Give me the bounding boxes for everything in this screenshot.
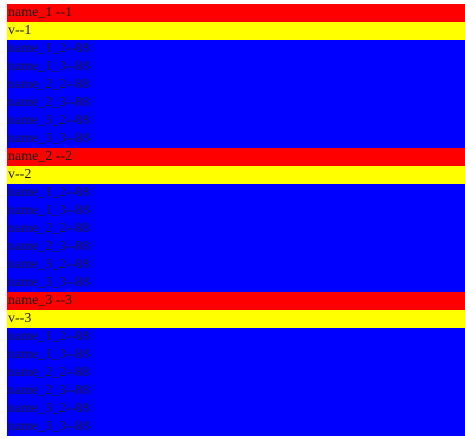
group-item: name_3_3--88 xyxy=(7,130,465,148)
group-item: name_2_3--88 xyxy=(7,382,465,400)
group-item: name_2_2--88 xyxy=(7,364,465,382)
group-item: name_1_3--88 xyxy=(7,58,465,76)
group-title: name_1 --1 xyxy=(7,4,465,22)
group-item: name_3_3--88 xyxy=(7,418,465,436)
group-item: name_3_2--88 xyxy=(7,256,465,274)
group-item: name_2_2--88 xyxy=(7,220,465,238)
group-value: v--1 xyxy=(7,22,465,40)
group-item: name_2_3--88 xyxy=(7,238,465,256)
group-item: name_3_2--88 xyxy=(7,400,465,418)
group-value: v--3 xyxy=(7,310,465,328)
group-item: name_1_3--88 xyxy=(7,346,465,364)
group-title: name_2 --2 xyxy=(7,148,465,166)
group-item: name_1_2--88 xyxy=(7,184,465,202)
group-item: name_3_3--88 xyxy=(7,274,465,292)
group-item: name_2_2--88 xyxy=(7,76,465,94)
group-value: v--2 xyxy=(7,166,465,184)
group-item: name_2_3--88 xyxy=(7,94,465,112)
group-item: name_1_2--88 xyxy=(7,328,465,346)
group-item: name_3_2--88 xyxy=(7,112,465,130)
group-list: name_1 --1 v--1 name_1_2--88 name_1_3--88 na… xyxy=(7,4,465,436)
group-title: name_3 --3 xyxy=(7,292,465,310)
group-item: name_1_3--88 xyxy=(7,202,465,220)
group-item: name_1_2--88 xyxy=(7,40,465,58)
